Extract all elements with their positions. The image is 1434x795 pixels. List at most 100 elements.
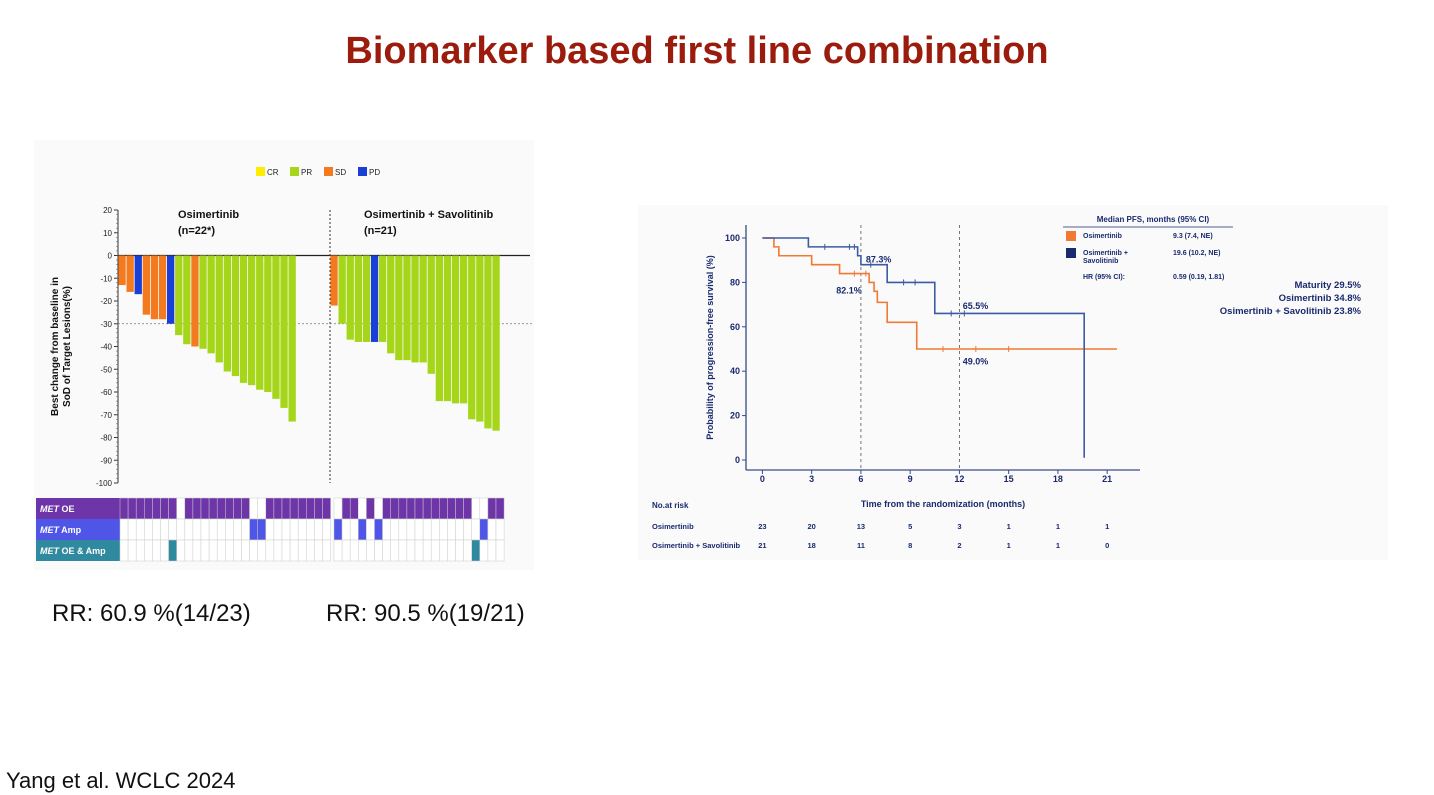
biomarker-cell [390, 497, 400, 520]
bar [419, 255, 427, 363]
biomarker-cell [471, 497, 481, 520]
bar [443, 255, 452, 402]
km-y-tick-label: 60 [730, 322, 740, 332]
legend-label-SD: SD [335, 168, 346, 177]
y-tick-label: -100 [96, 479, 113, 488]
km-risk-value: 3 [957, 522, 961, 531]
biomarker-cell [447, 497, 456, 520]
biomarker-cell [333, 518, 343, 541]
slide-title: Biomarker based first line combination [345, 30, 1049, 72]
biomarker-cell [144, 518, 153, 541]
biomarker-cell [168, 497, 177, 520]
biomarker-cell [160, 497, 169, 520]
bar [484, 255, 492, 429]
bar [387, 255, 395, 354]
bar [272, 255, 280, 399]
biomarker-cell [341, 497, 351, 520]
biomarker-cell [398, 539, 408, 562]
biomarker-cell [366, 518, 375, 541]
biomarker-label-italic: MET [40, 504, 61, 514]
biomarker-cell [390, 518, 400, 541]
biomarker-cell [225, 539, 234, 562]
km-x-tick-label: 6 [858, 474, 863, 484]
km-risk-value: 11 [857, 541, 865, 550]
biomarker-cell [273, 539, 283, 562]
bar [468, 255, 476, 420]
bar [256, 255, 264, 390]
bar [288, 255, 296, 422]
y-tick-label: 20 [103, 206, 112, 215]
y-tick-label: -70 [100, 411, 112, 420]
bar [476, 255, 484, 422]
biomarker-cell [439, 497, 448, 520]
km-x-tick-label: 12 [954, 474, 964, 484]
bar [330, 255, 338, 306]
biomarker-cell [144, 497, 153, 520]
biomarker-cell [479, 518, 489, 541]
km-x-tick-label: 21 [1102, 474, 1112, 484]
biomarker-row-label: MET OE [40, 504, 75, 514]
biomarker-cell [471, 518, 481, 541]
biomarker-cell [192, 539, 202, 562]
citation: Yang et al. WCLC 2024 [6, 768, 236, 793]
bar [158, 255, 167, 320]
biomarker-cell [216, 539, 226, 562]
biomarker-cell [208, 539, 218, 562]
biomarker-row-label-bg [36, 519, 120, 540]
bar [403, 255, 411, 361]
biomarker-cell [265, 539, 275, 562]
group-sublabel: (n=22*) [178, 225, 215, 237]
biomarker-cell [414, 497, 424, 520]
y-tick-label: -50 [100, 365, 112, 374]
biomarker-cell [463, 539, 472, 562]
bar [395, 255, 403, 361]
biomarker-cell [127, 518, 137, 541]
biomarker-cell [463, 518, 472, 541]
km-annotation: 65.5% [963, 301, 989, 311]
km-x-tick-label: 3 [809, 474, 814, 484]
bar [183, 255, 191, 345]
biomarker-label-rest: Amp [59, 525, 82, 535]
km-curve [762, 237, 1085, 458]
biomarker-cell [455, 497, 464, 520]
km-hr-value: 0.59 (0.19, 1.81) [1173, 274, 1224, 281]
biomarker-cell [479, 539, 489, 562]
bar [134, 255, 142, 295]
biomarker-cell [184, 539, 194, 562]
biomarker-cell [281, 497, 291, 520]
biomarker-cell [414, 518, 424, 541]
bar [248, 255, 256, 386]
biomarker-cell [314, 518, 323, 541]
biomarker-label-italic: MET [40, 546, 61, 556]
biomarker-cell [208, 497, 218, 520]
y-tick-label: -90 [100, 456, 112, 465]
biomarker-cell [382, 518, 391, 541]
km-risk-row-name: Osimertinib + Savolitinib [652, 541, 741, 550]
biomarker-cell [341, 518, 351, 541]
bar [215, 255, 223, 363]
biomarker-cell [341, 539, 351, 562]
biomarker-cell [233, 539, 242, 562]
legend-label-PD: PD [369, 168, 380, 177]
biomarker-cell [273, 518, 283, 541]
biomarker-cell [366, 497, 375, 520]
km-x-tick-label: 9 [908, 474, 913, 484]
biomarker-cell [152, 539, 161, 562]
bar [264, 255, 272, 392]
biomarker-cell [374, 497, 383, 520]
km-x-tick-label: 15 [1004, 474, 1014, 484]
biomarker-cell [176, 539, 186, 562]
biomarker-cell [471, 539, 481, 562]
biomarker-cell [249, 518, 258, 541]
bar [460, 255, 468, 404]
biomarker-cell [208, 518, 218, 541]
bar [223, 255, 231, 372]
biomarker-cell [200, 518, 210, 541]
biomarker-cell [216, 497, 226, 520]
legend-swatch-PR [290, 167, 299, 176]
response-rate-combination: RR: 90.5 %(19/21) [326, 600, 525, 627]
biomarker-cell [366, 539, 375, 562]
biomarker-cell [358, 518, 367, 541]
km-risk-value: 20 [807, 522, 815, 531]
km-risk-value: 1 [1056, 541, 1060, 550]
